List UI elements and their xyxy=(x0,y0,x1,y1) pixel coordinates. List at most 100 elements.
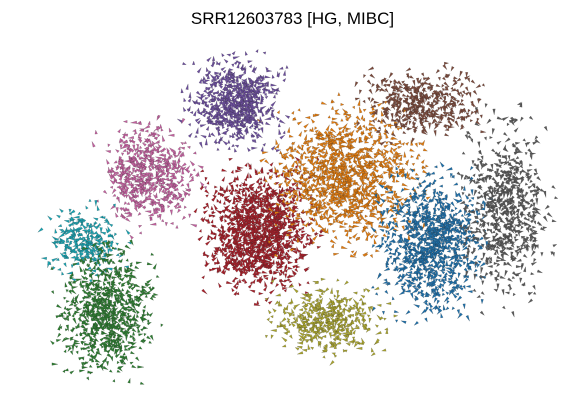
scatter-point-arrow xyxy=(263,262,268,265)
scatter-point-arrow xyxy=(451,289,456,295)
scatter-point-arrow xyxy=(231,206,236,210)
scatter-point-arrow xyxy=(333,200,340,205)
scatter-point-arrow xyxy=(393,238,397,244)
scatter-point-arrow xyxy=(345,172,350,175)
scatter-point-arrow xyxy=(204,97,209,101)
scatter-point-arrow xyxy=(530,272,535,275)
scatter-point-arrow xyxy=(230,253,235,258)
scatter-point-arrow xyxy=(133,131,138,136)
scatter-point-arrow xyxy=(356,210,362,214)
scatter-point-arrow xyxy=(494,269,500,274)
scatter-point-arrow xyxy=(328,222,333,226)
scatter-point-arrow xyxy=(526,213,530,218)
scatter-point-arrow xyxy=(257,128,262,132)
scatter-point-arrow xyxy=(279,210,284,216)
scatter-point-arrow xyxy=(374,117,378,121)
scatter-point-arrow xyxy=(551,185,556,189)
scatter-point-arrow xyxy=(270,188,275,194)
scatter-point-arrow xyxy=(282,284,287,288)
scatter-point-arrow xyxy=(358,171,363,175)
scatter-point-arrow xyxy=(453,182,459,186)
scatter-point-arrow xyxy=(256,192,262,199)
scatter-point-arrow xyxy=(280,171,284,177)
scatter-point-arrow xyxy=(218,282,222,288)
scatter-point-arrow xyxy=(363,225,369,229)
scatter-point-arrow xyxy=(295,265,301,269)
scatter-point-arrow xyxy=(245,51,248,56)
scatter-point-arrow xyxy=(406,271,413,274)
scatter-point-arrow xyxy=(213,204,218,211)
scatter-point-arrow xyxy=(238,278,242,283)
scatter-point-arrow xyxy=(294,201,298,205)
scatter-point-arrow xyxy=(311,160,317,167)
scatter-point-arrow xyxy=(532,225,537,229)
scatter-point-arrow xyxy=(304,221,309,228)
scatter-point-arrow xyxy=(519,170,523,176)
scatter-point-arrow xyxy=(535,198,539,205)
scatter-point-arrow xyxy=(269,217,274,221)
scatter-point-arrow xyxy=(241,278,245,283)
scatter-point-arrow xyxy=(231,223,237,226)
scatter-point-arrow xyxy=(259,166,263,172)
scatter-point-arrow xyxy=(382,150,387,156)
scatter-point-arrow xyxy=(244,162,248,167)
scatter-point-arrow xyxy=(457,261,463,268)
scatter-point-arrow xyxy=(340,102,345,106)
scatter-point-arrow xyxy=(529,154,533,160)
scatter-point-arrow xyxy=(252,278,256,284)
scatter-point-arrow xyxy=(364,214,368,218)
scatter-point-arrow xyxy=(414,200,418,204)
scatter-point-arrow xyxy=(206,67,209,72)
scatter-point-arrow xyxy=(219,216,224,223)
scatter-point-arrow xyxy=(194,134,198,138)
scatter-point-arrow xyxy=(221,235,226,240)
scatter-point-arrow xyxy=(357,169,362,173)
scatter-point-arrow xyxy=(189,160,195,167)
scatter-point-arrow xyxy=(272,237,277,243)
scatter-point-arrow xyxy=(269,210,275,216)
scatter-point-arrow xyxy=(470,220,477,224)
scatter-point-arrow xyxy=(534,207,541,211)
scatter-point-arrow xyxy=(200,217,203,221)
scatter-point-arrow xyxy=(473,273,477,280)
scatter-point-arrow xyxy=(289,167,294,172)
scatter-point-arrow xyxy=(400,188,405,193)
scatter-point-arrow xyxy=(388,239,394,243)
scatter-point-arrow xyxy=(260,146,264,152)
scatter-point-arrow xyxy=(441,284,445,288)
scatter-point-arrow xyxy=(460,213,464,217)
scatter-point-arrow xyxy=(238,197,244,200)
scatter-point-arrow xyxy=(411,284,416,288)
scatter-point-arrow xyxy=(180,175,185,180)
scatter-point-arrow xyxy=(391,221,395,226)
scatter-point-arrow xyxy=(455,212,458,217)
scatter-point-arrow xyxy=(266,219,273,224)
scatter-point-arrow xyxy=(437,278,441,283)
scatter-point-arrow xyxy=(524,182,529,186)
scatter-point-arrow xyxy=(266,217,272,221)
scatter-point-arrow xyxy=(493,186,497,190)
scatter-point-arrow xyxy=(296,144,300,148)
scatter-point-arrow xyxy=(275,139,279,145)
scatter-point-arrow xyxy=(389,255,393,260)
scatter-point-arrow xyxy=(239,270,243,277)
scatter-point-arrow xyxy=(509,287,513,291)
scatter-point-arrow xyxy=(223,195,231,200)
scatter-point-arrow xyxy=(198,228,202,233)
scatter-point-arrow xyxy=(381,311,385,315)
scatter-point-arrow xyxy=(232,259,236,263)
scatter-point-arrow xyxy=(249,233,252,238)
scatter-point-arrow xyxy=(422,148,428,152)
scatter-point-arrow xyxy=(284,251,290,256)
scatter-point-arrow xyxy=(480,267,484,274)
scatter-point-arrow xyxy=(338,145,343,152)
scatter-point-arrow xyxy=(288,194,293,200)
scatter-point-arrow xyxy=(470,226,474,230)
scatter-point-arrow xyxy=(387,198,391,203)
scatter-point-arrow xyxy=(211,267,218,271)
scatter-point-arrow xyxy=(371,244,376,248)
scatter-point-arrow xyxy=(198,141,203,149)
scatter-point-arrow xyxy=(396,195,402,199)
scatter-point-arrow xyxy=(424,317,428,323)
scatter-point-arrow xyxy=(496,116,504,120)
